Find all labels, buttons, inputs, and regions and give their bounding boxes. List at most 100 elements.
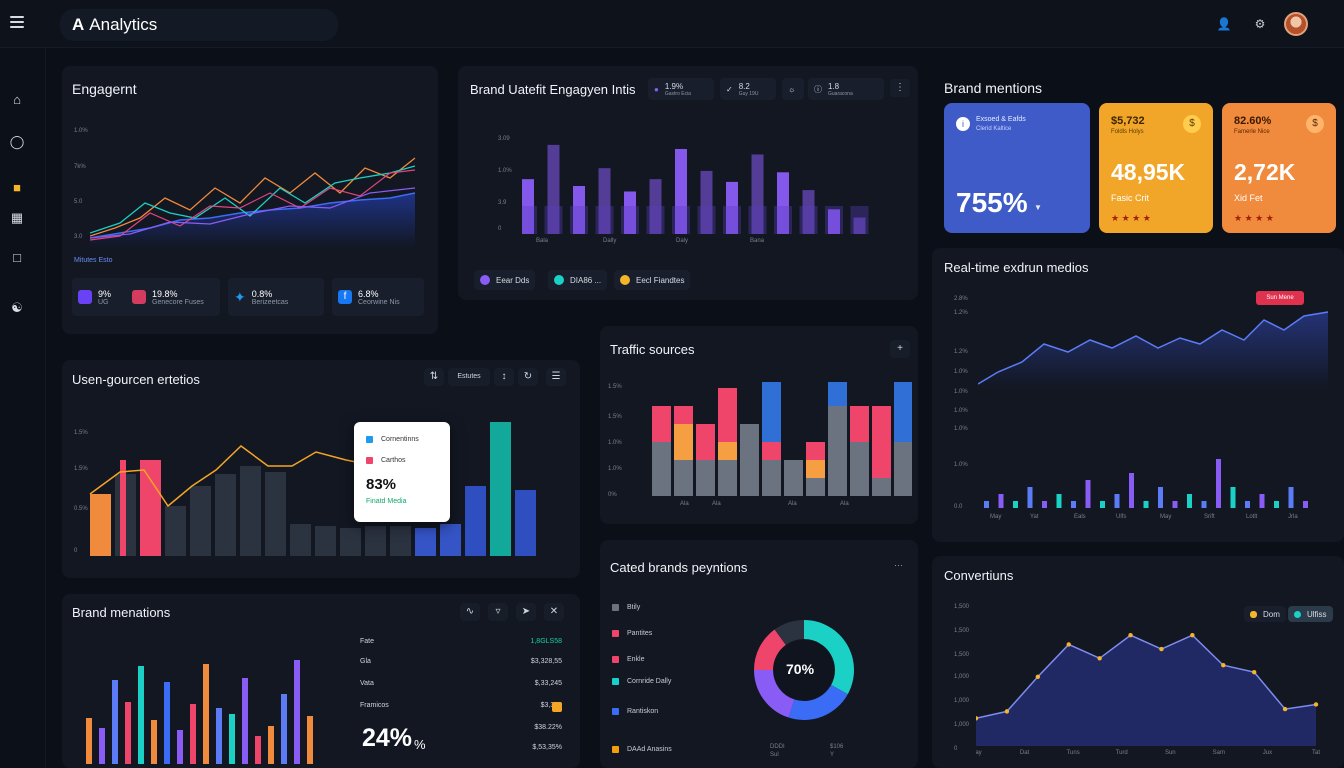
legend-label: Enkle xyxy=(627,656,645,663)
home-icon[interactable]: ⌂ xyxy=(13,92,21,107)
area xyxy=(976,635,1316,746)
y-tick: 0% xyxy=(608,492,617,498)
app-title-bar[interactable]: A Analytics xyxy=(60,9,338,41)
bar xyxy=(515,490,536,556)
message-icon[interactable]: □ xyxy=(13,250,21,265)
table-row[interactable]: $,53,35% xyxy=(360,744,570,758)
y-tick: 1,000 xyxy=(954,674,970,680)
chip-4[interactable]: ⓘ 1.8 Guaracona xyxy=(808,78,884,100)
bar-segment xyxy=(850,406,869,442)
table-row[interactable]: Vata $,33,245 xyxy=(360,680,570,694)
bar xyxy=(1143,501,1149,508)
donut-slice xyxy=(804,620,854,695)
y-tick: 1.5% xyxy=(74,430,88,436)
bar xyxy=(700,170,713,234)
bar xyxy=(1216,459,1221,508)
chip-icon: ✓ xyxy=(726,84,733,94)
refresh-icon[interactable]: ↻ xyxy=(518,368,538,386)
status-badge[interactable]: Sun Mene xyxy=(1256,291,1304,305)
table-row[interactable]: Gla $3,328,55 xyxy=(360,658,570,672)
stat-instagram[interactable]: 19.8% Genecore Fuses xyxy=(126,278,222,316)
bar-segment xyxy=(872,478,891,496)
table-row[interactable]: $38.22% xyxy=(360,724,570,738)
filter-icon[interactable]: ↕ xyxy=(494,368,514,386)
bar xyxy=(1085,480,1091,508)
users-icon[interactable]: ☯ xyxy=(11,300,23,315)
bar xyxy=(1056,494,1062,508)
y-tick: 1.5% xyxy=(74,466,88,472)
bar xyxy=(1187,494,1192,508)
mention-card-yellow[interactable]: $5,732 Foldls Holys $ 48,95K Fasic Crit … xyxy=(1099,103,1213,233)
donut-slice xyxy=(754,629,786,670)
chip-sub: Guaracona xyxy=(828,90,853,97)
bar-segment xyxy=(762,442,781,460)
more-icon[interactable]: ⋮ xyxy=(890,79,910,97)
y-tick: 0.0 xyxy=(954,504,963,510)
chip-2[interactable]: ✓ 8.2 Guy 19U xyxy=(720,78,776,100)
realtime-line xyxy=(978,311,1329,388)
traffic-title: Traffic sources xyxy=(610,342,695,357)
chip-value: 8.2 xyxy=(738,81,750,91)
card-sub: Foldls Holys xyxy=(1111,129,1144,135)
mention-card-orange[interactable]: 82.60% Famerle Nice $ 2,72K Xid Fet ★ ★ … xyxy=(1222,103,1336,233)
bar xyxy=(229,714,235,764)
filter-icon[interactable]: ▿ xyxy=(488,603,508,621)
calendar-icon[interactable]: ▦ xyxy=(10,210,24,225)
legend-chip[interactable]: DIA86 ... xyxy=(548,270,608,290)
chart-icon[interactable]: ∿ xyxy=(460,603,480,621)
table-row[interactable]: Framicos $3,320 xyxy=(360,702,570,716)
bar xyxy=(165,506,186,556)
data-point xyxy=(1066,642,1071,647)
instagram-icon xyxy=(132,290,146,304)
chip-1[interactable]: ● 1.9% Gastro Ecia xyxy=(648,78,714,100)
x-tick: Ala xyxy=(788,501,797,507)
stat-twitch[interactable]: 9% UG xyxy=(72,278,220,316)
legend-label: Rantiskon xyxy=(627,708,659,715)
y-tick: 3.9 xyxy=(498,200,507,206)
bar-segment xyxy=(784,460,803,496)
data-point xyxy=(1128,633,1133,638)
x-tick: Yat xyxy=(1030,514,1039,520)
realtime-bars xyxy=(984,459,1308,508)
legend-label: DAAd Anasins xyxy=(627,746,672,753)
data-point xyxy=(1035,674,1041,679)
list-icon[interactable]: ☰ xyxy=(546,368,566,386)
bar-segment xyxy=(762,382,781,442)
y-tick: 3.09 xyxy=(498,136,510,142)
settings-icon[interactable]: ⚙ xyxy=(1254,17,1266,31)
avatar[interactable] xyxy=(1284,12,1308,36)
bar xyxy=(624,191,636,234)
mention-card-blue[interactable]: i Exsoed & Eafds Clerid Kaltice 755% ▼ xyxy=(944,103,1090,233)
bar xyxy=(1129,473,1134,508)
user-sources-card: Usen-gourcen ertetios ⇅ Estutes ↕ ↻ ☰ 1.… xyxy=(62,360,580,578)
legend-swatch xyxy=(612,746,619,753)
legend-chip[interactable]: Eecl Fiandtes xyxy=(614,270,691,290)
user-sources-title: Usen-gourcen ertetios xyxy=(72,372,200,387)
stat-twitter[interactable]: ✦ 0.8% Berizeetcas xyxy=(228,278,324,316)
user-icon[interactable]: 👤 xyxy=(1216,17,1232,31)
legend-chip[interactable]: Ulfiss xyxy=(1288,606,1333,622)
stat-facebook[interactable]: f 6.8% Ceorwine Nis xyxy=(332,278,424,316)
bar-segment xyxy=(674,424,693,460)
y-tick: 1.0% xyxy=(954,389,968,395)
chip-3[interactable]: ☼ xyxy=(782,78,804,100)
x-tick: Sun xyxy=(1165,750,1176,756)
legend-item: Enkle xyxy=(612,656,645,663)
share-icon[interactable]: ➤ xyxy=(516,603,536,621)
chat-icon[interactable]: ◯ xyxy=(9,134,25,149)
legend-chip[interactable]: Eear Dds xyxy=(474,270,536,290)
table-row[interactable]: Fate 1,8GLS58 xyxy=(360,638,570,652)
bar-shadow xyxy=(799,206,818,234)
bar-segment xyxy=(894,442,912,496)
y-tick: 1,000 xyxy=(954,722,970,728)
more-icon[interactable]: ⋯ xyxy=(894,560,903,570)
close-icon[interactable]: ✕ xyxy=(544,603,564,621)
legend-chip[interactable]: Dom xyxy=(1244,606,1286,622)
tooltip-label: Carthos xyxy=(381,457,406,464)
sort-icon[interactable]: ⇅ xyxy=(424,368,444,386)
menu-icon[interactable] xyxy=(10,16,24,30)
toolbar-label[interactable]: Estutes xyxy=(448,368,490,386)
add-icon[interactable]: + xyxy=(890,340,910,358)
legend-swatch xyxy=(612,656,619,663)
folder-icon[interactable]: ■ xyxy=(13,180,21,195)
